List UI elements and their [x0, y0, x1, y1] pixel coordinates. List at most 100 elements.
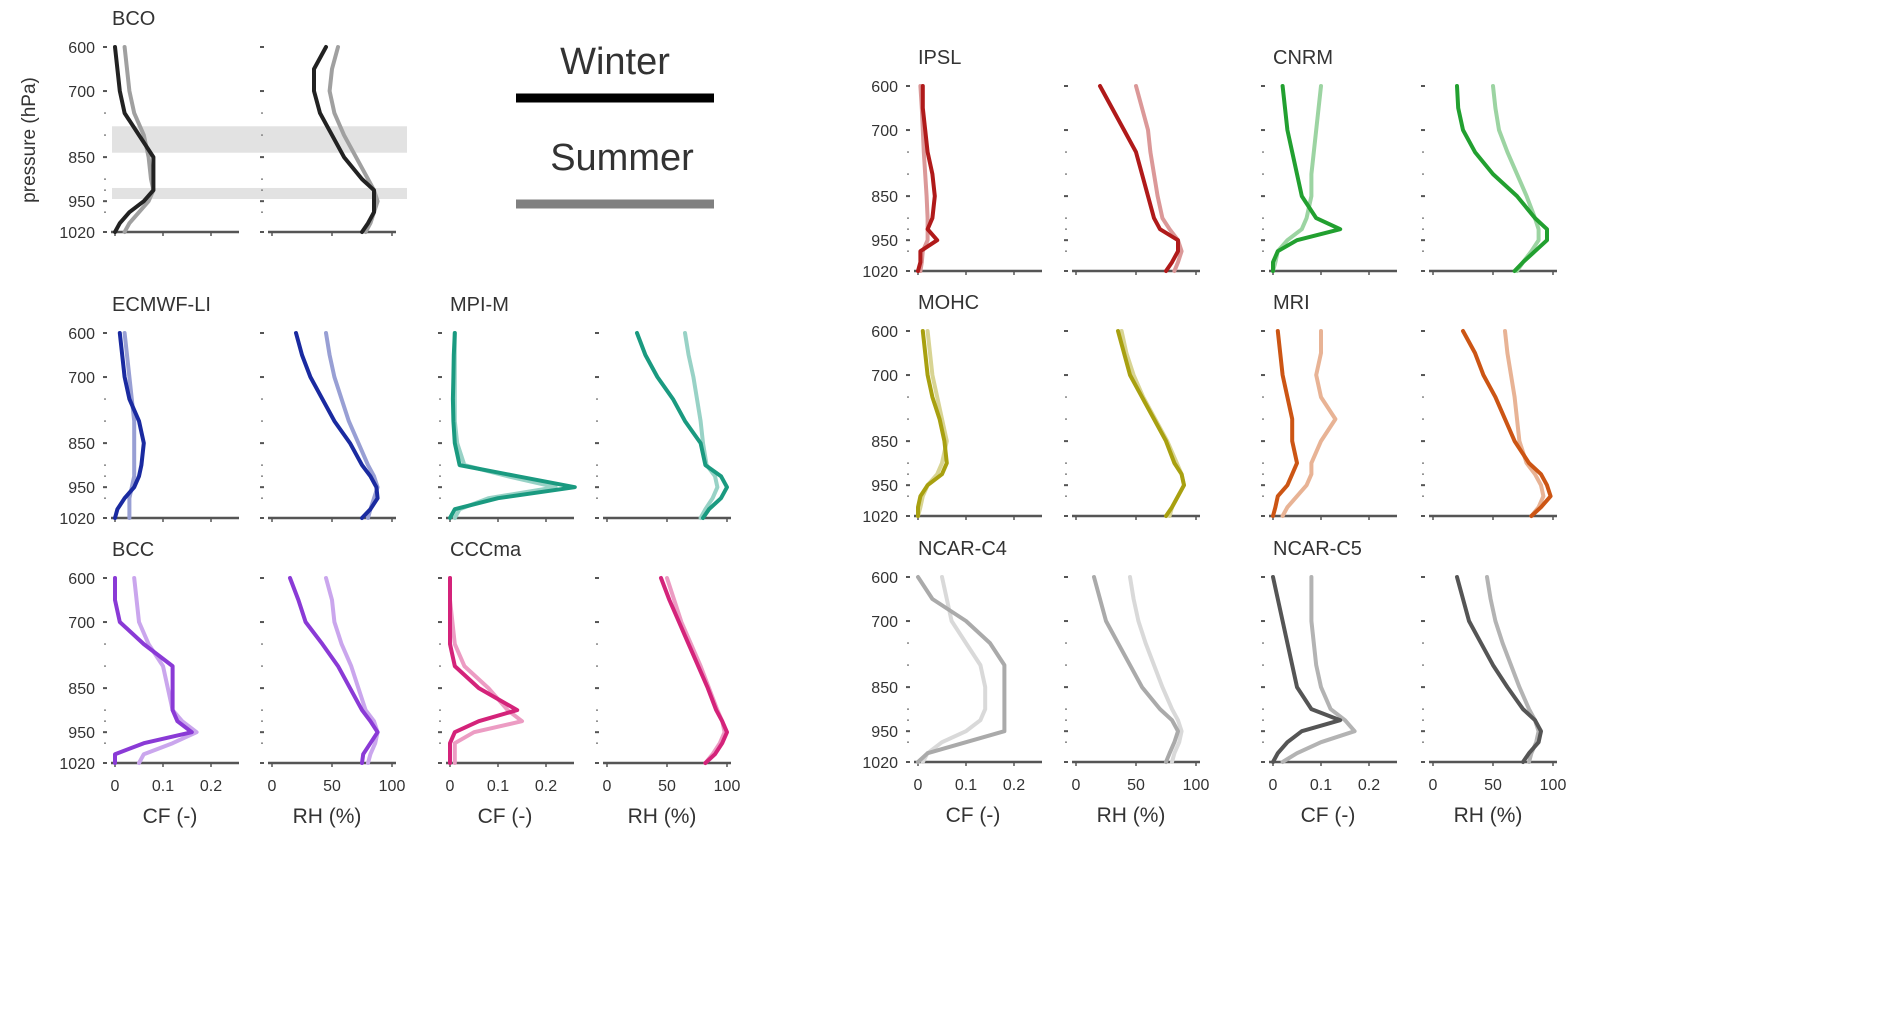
panel-title-bco: BCO [112, 8, 155, 30]
bco-cf-winter-line [113, 45, 156, 234]
panel-title-ncar-c4: NCAR-C4 [918, 538, 1007, 560]
y-tick-label: 950 [68, 194, 95, 211]
ipsl-cf-summer-line [918, 84, 930, 273]
y-tick-label: 1020 [59, 225, 95, 242]
ipsl-rh-winter-line [1098, 84, 1180, 273]
bcc-rh-x-tick-label: 50 [323, 778, 341, 795]
ncar-c5-cf-x-tick-label: 0 [1269, 777, 1278, 794]
y-tick-label: 850 [871, 680, 898, 697]
cccma-rh-x-tick-label: 0 [603, 778, 612, 795]
y-tick-label: 700 [871, 614, 898, 631]
ncar-c5-rh-x-tick-label: 50 [1484, 777, 1502, 794]
panel-title-mri: MRI [1273, 292, 1310, 314]
cnrm-cf-winter-line [1271, 84, 1343, 273]
cccma-cf-x-tick-label: 0.2 [535, 778, 557, 795]
y-tick-label: 700 [68, 84, 95, 101]
y-tick-label: 600 [871, 79, 898, 96]
panel-title-ipsl: IPSL [918, 47, 961, 69]
y-tick-label: 950 [68, 480, 95, 497]
y-tick-label: 600 [871, 570, 898, 587]
bcc-cf-summer-line [132, 576, 199, 765]
bcc-rh-summer-line [324, 576, 380, 765]
y-tick-label: 950 [68, 725, 95, 742]
ncar-c4-rh-winter-line [1092, 575, 1180, 764]
panel-title-mpi-m: MPI-M [450, 294, 509, 316]
bcc-cf-xlabel: CF (-) [143, 805, 198, 828]
ecmwf-li-cf-winter-line [113, 331, 146, 520]
cnrm-rh-summer-line [1491, 84, 1541, 273]
ncar-c4-cf-xlabel: CF (-) [946, 804, 1001, 827]
y-tick-label: 1020 [59, 511, 95, 528]
bcc-rh-x-tick-label: 100 [379, 778, 406, 795]
mri-rh-summer-line [1503, 329, 1546, 518]
ncar-c4-cf-x-tick-label: 0.1 [955, 777, 977, 794]
bco-band-2 [112, 187, 407, 199]
y-tick-label: 600 [68, 40, 95, 57]
cccma-rh-xlabel: RH (%) [628, 805, 697, 828]
bcc-rh-winter-line [288, 576, 380, 765]
cccma-rh-winter-line [659, 576, 729, 765]
ncar-c4-cf-summer-line [920, 575, 988, 764]
bcc-rh-x-tick-label: 0 [268, 778, 277, 795]
y-tick-label: 600 [871, 324, 898, 341]
mri-cf-summer-line [1280, 329, 1338, 518]
bco-rh-winter-line [312, 45, 376, 234]
y-tick-label: 850 [871, 189, 898, 206]
y-tick-label: 700 [871, 368, 898, 385]
y-tick-label: 1020 [862, 264, 898, 281]
mpi-m-rh-winter-line [635, 331, 729, 520]
mri-rh-winter-line [1461, 329, 1553, 518]
y-tick-label: 600 [68, 326, 95, 343]
ncar-c5-rh-xlabel: RH (%) [1454, 804, 1523, 827]
ncar-c4-rh-x-tick-label: 0 [1072, 777, 1081, 794]
ncar-c4-rh-summer-line [1128, 575, 1184, 764]
cccma-rh-x-tick-label: 50 [658, 778, 676, 795]
bcc-cf-x-tick-label: 0.2 [200, 778, 222, 795]
y-tick-label: 700 [871, 123, 898, 140]
cccma-cf-xlabel: CF (-) [478, 805, 533, 828]
cnrm-rh-winter-line [1455, 84, 1549, 273]
y-tick-label: 850 [68, 150, 95, 167]
y-tick-label: 1020 [862, 755, 898, 772]
y-tick-label: 700 [68, 615, 95, 632]
panel-title-cccma: CCCma [450, 539, 522, 561]
legend-winter-label: Winter [560, 41, 670, 83]
cccma-rh-x-tick-label: 100 [714, 778, 741, 795]
panel-title-bcc: BCC [112, 539, 154, 561]
mohc-rh-winter-line [1116, 329, 1186, 518]
cccma-rh-summer-line [665, 576, 727, 765]
bco-band-1 [112, 126, 407, 153]
panel-title-ecmwf-li: ECMWF-LI [112, 294, 211, 316]
ncar-c5-cf-xlabel: CF (-) [1301, 804, 1356, 827]
bcc-cf-x-tick-label: 0 [111, 778, 120, 795]
ipsl-cf-winter-line [916, 84, 940, 273]
ecmwf-li-rh-summer-line [324, 331, 380, 520]
y-tick-label: 1020 [862, 509, 898, 526]
ncar-c4-cf-x-tick-label: 0.2 [1003, 777, 1025, 794]
panel-title-cnrm: CNRM [1273, 47, 1333, 69]
bcc-rh-xlabel: RH (%) [293, 805, 362, 828]
mohc-rh-summer-line [1119, 329, 1186, 518]
bcc-cf-x-tick-label: 0.1 [152, 778, 174, 795]
ncar-c5-rh-x-tick-label: 100 [1540, 777, 1567, 794]
y-tick-label: 850 [68, 436, 95, 453]
y-tick-label: 850 [68, 681, 95, 698]
legend-summer-label: Summer [550, 137, 694, 179]
y-tick-label: 850 [871, 434, 898, 451]
cccma-cf-x-tick-label: 0.1 [487, 778, 509, 795]
mpi-m-cf-winter-line [448, 331, 577, 520]
ecmwf-li-cf-summer-line [122, 331, 137, 520]
cccma-cf-x-tick-label: 0 [446, 778, 455, 795]
ncar-c4-rh-x-tick-label: 100 [1183, 777, 1210, 794]
ncar-c5-rh-winter-line [1455, 575, 1543, 764]
ncar-c5-cf-x-tick-label: 0.1 [1310, 777, 1332, 794]
ncar-c4-rh-xlabel: RH (%) [1097, 804, 1166, 827]
ncar-c4-cf-x-tick-label: 0 [914, 777, 923, 794]
panel-title-mohc: MOHC [918, 292, 979, 314]
y-tick-label: 700 [68, 370, 95, 387]
y-tick-label: 1020 [59, 756, 95, 773]
ncar-c5-rh-x-tick-label: 0 [1429, 777, 1438, 794]
mri-cf-winter-line [1271, 329, 1299, 518]
ipsl-rh-summer-line [1134, 84, 1184, 273]
bco-cf-summer-line [122, 45, 156, 234]
